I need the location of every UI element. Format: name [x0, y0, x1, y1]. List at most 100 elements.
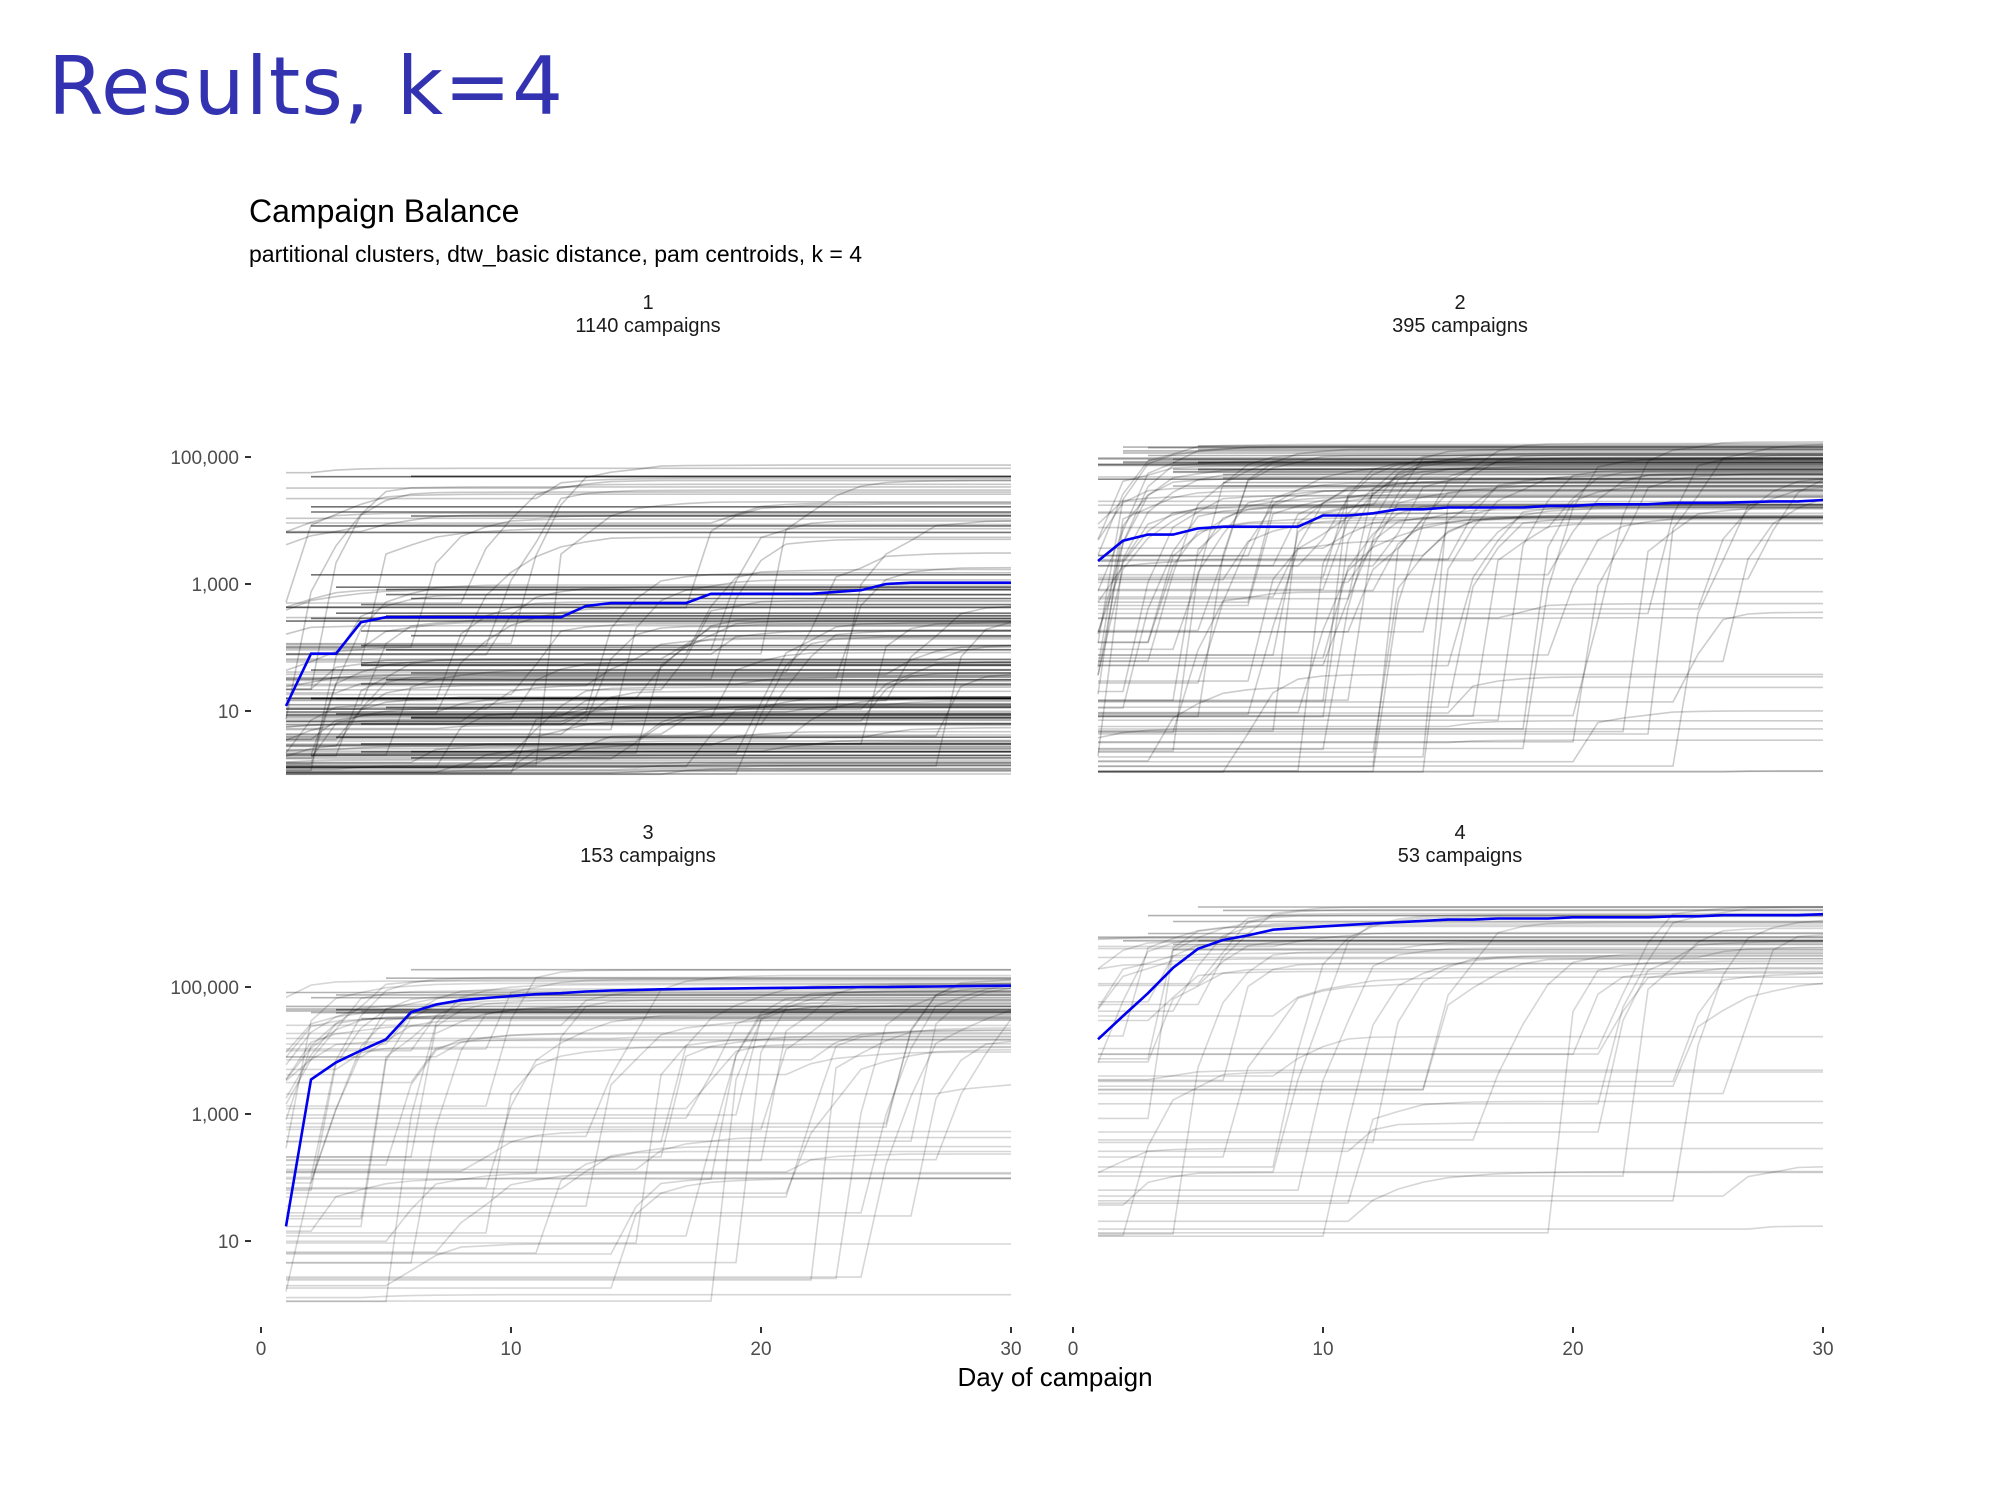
member-series: [1098, 494, 1823, 693]
member-series: [286, 1051, 1011, 1076]
member-series: [1098, 921, 1823, 1091]
member-series: [286, 1177, 1011, 1232]
member-series: [1098, 484, 1823, 768]
member-series: [286, 767, 1011, 771]
member-series: [286, 621, 1011, 755]
member-series: [286, 1019, 1011, 1058]
member-series: [1097, 962, 1823, 970]
member-series: [1098, 616, 1823, 620]
member-series: [285, 486, 1011, 720]
member-series: [285, 978, 1011, 1099]
panel-1-cluster-label: 1: [642, 292, 653, 314]
member-series: [286, 976, 1011, 1179]
member-series: [1098, 976, 1823, 1017]
member-series: [286, 467, 1011, 474]
member-series: [286, 1005, 1011, 1264]
member-series: [1098, 480, 1823, 633]
member-series: [286, 749, 1011, 769]
member-series: [286, 994, 1011, 1228]
member-series: [1098, 452, 1823, 751]
member-series: [286, 767, 1011, 776]
member-series: [1098, 478, 1824, 580]
member-series: [285, 493, 1011, 603]
member-series: [286, 1177, 1011, 1289]
member-series: [1098, 1170, 1823, 1223]
member-series: [1098, 925, 1823, 1037]
member-series: [1098, 982, 1823, 1158]
member-series: [286, 704, 1011, 723]
member-series: [285, 1002, 1011, 1066]
member-series: [1097, 486, 1823, 541]
member-series: [286, 769, 1011, 774]
member-series: [1098, 443, 1824, 735]
member-series: [1098, 934, 1824, 1095]
member-series: [286, 1009, 1012, 1278]
member-series: [286, 1145, 1011, 1190]
member-series: [1098, 1166, 1824, 1197]
member-series: [1098, 448, 1823, 702]
member-series: [1098, 739, 1823, 744]
member-series: [286, 978, 1012, 1125]
member-series: [286, 998, 1011, 1174]
member-series: [285, 1024, 1011, 1080]
member-series: [1098, 478, 1824, 610]
x-tick-label: 0: [1068, 1339, 1079, 1360]
member-series: [1098, 516, 1823, 702]
member-series: [286, 680, 1011, 694]
member-series: [1098, 506, 1823, 562]
member-series: [1098, 517, 1823, 714]
member-series: [286, 1177, 1011, 1255]
member-series: [1098, 489, 1823, 684]
member-series: [285, 980, 1011, 999]
panel-1-count-label: 1140 campaigns: [575, 315, 720, 337]
centroid-line-panel-1: [284, 581, 1011, 707]
member-series: [1098, 459, 1823, 579]
member-series: [1097, 489, 1823, 668]
x-tick-label: 10: [1312, 1339, 1333, 1360]
member-series: [1097, 445, 1823, 644]
member-series: [1098, 503, 1823, 561]
member-series: [286, 618, 1011, 706]
member-series: [1098, 481, 1823, 557]
member-series: [1098, 947, 1823, 1191]
member-series: [1098, 1122, 1823, 1153]
member-series: [286, 684, 1011, 741]
centroid-line-panel-3: [284, 984, 1012, 1227]
member-series: [286, 479, 1012, 655]
member-series: [286, 984, 1012, 1214]
member-series: [1098, 493, 1823, 607]
member-series: [286, 762, 1011, 769]
member-series: [286, 1049, 1012, 1194]
member-series: [1098, 590, 1823, 734]
member-series: [286, 990, 1011, 1116]
member-series: [1098, 966, 1823, 1055]
member-series: [1098, 486, 1823, 730]
member-series: [1098, 515, 1823, 557]
member-series: [286, 1293, 1011, 1299]
member-series: [286, 992, 1011, 1192]
member-series: [1098, 496, 1823, 567]
member-series: [286, 696, 1011, 748]
member-series: [1098, 710, 1823, 763]
panel-2-cluster-label: 2: [1454, 292, 1465, 314]
member-series: [1098, 950, 1823, 1235]
member-series: [1098, 922, 1823, 1060]
member-series: [286, 1005, 1011, 1035]
member-series: [1098, 486, 1824, 767]
member-series: [286, 746, 1011, 764]
member-series: [286, 695, 1012, 740]
member-series: [286, 999, 1011, 1158]
member-series: [1098, 972, 1824, 1056]
member-series: [1097, 558, 1823, 603]
member-series: [1098, 457, 1823, 703]
member-series: [285, 523, 1011, 546]
member-series: [286, 479, 1011, 489]
member-series: [286, 699, 1011, 723]
member-series: [1098, 457, 1823, 750]
member-series: [1098, 913, 1823, 1168]
member-series: [286, 990, 1011, 1180]
member-series: [1098, 942, 1823, 1003]
member-series: [1098, 941, 1823, 950]
panel-3-cluster-label: 3: [642, 822, 653, 844]
member-series: [286, 770, 1011, 774]
